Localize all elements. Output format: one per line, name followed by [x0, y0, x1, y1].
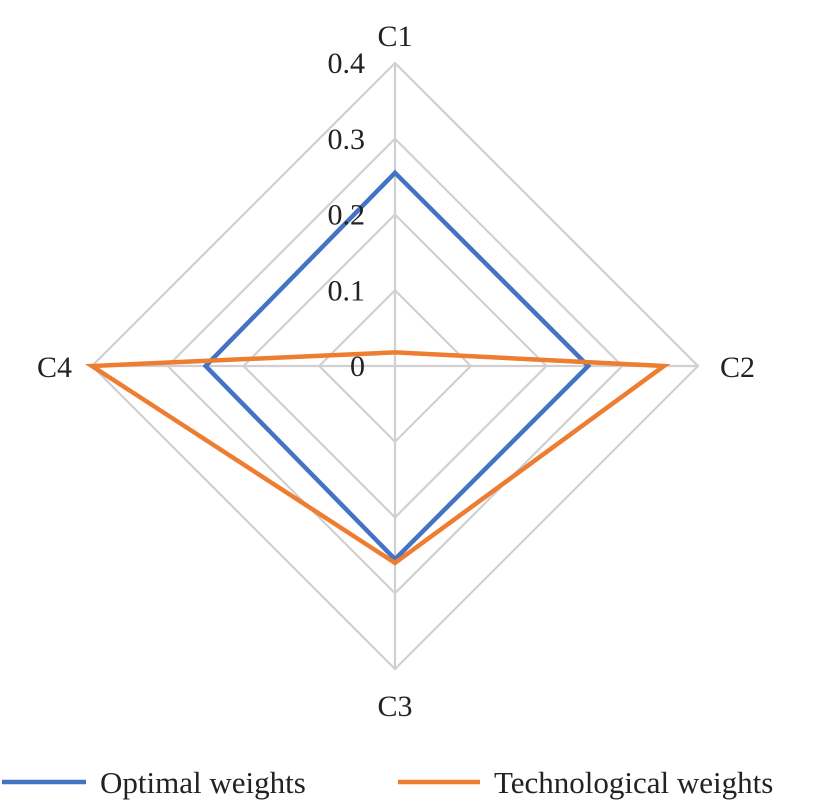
axis-label-c4: C4 — [37, 351, 72, 384]
tick-labels: 0 0.1 0.2 0.3 0.4 — [328, 47, 366, 383]
axis-labels: C1 C2 C3 C4 — [37, 20, 755, 723]
legend: Optimal weights Technological weights — [2, 765, 773, 800]
tick-label: 0 — [350, 350, 365, 383]
tick-label: 0.2 — [328, 199, 366, 232]
series-line-optimal-weights — [202, 169, 592, 563]
series-lines — [84, 169, 671, 566]
tick-label: 0.1 — [328, 274, 366, 307]
series-line-technological-weights — [84, 350, 671, 566]
axis-label-c1: C1 — [377, 20, 412, 53]
axis-label-c3: C3 — [377, 690, 412, 723]
legend-label-technological-weights: Technological weights — [494, 765, 773, 800]
grid — [90, 61, 700, 671]
legend-label-optimal-weights: Optimal weights — [100, 765, 306, 800]
tick-label: 0.4 — [328, 47, 366, 80]
tick-label: 0.3 — [328, 123, 366, 156]
axis-label-c2: C2 — [720, 351, 755, 384]
